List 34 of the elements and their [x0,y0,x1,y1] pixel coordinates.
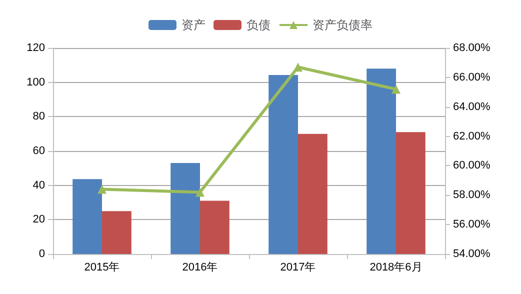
bar [366,68,396,254]
legend-label: 资产 [182,18,206,32]
x-tick-label: 2016年 [182,262,218,274]
y-tick-label: 40 [32,179,45,192]
y-tick-label: 20 [32,214,45,226]
y2-tick-label: 66.00% [453,71,491,84]
y2-tick-label: 60.00% [453,160,491,172]
y2-tick-label: 54.00% [453,248,491,260]
y2-tick-label: 58.00% [453,189,491,202]
x-tick-label: 2017年 [280,262,316,274]
point [294,62,302,72]
point [392,84,400,94]
point [196,188,204,197]
point [98,184,106,194]
y-tick-label: 80 [32,110,45,123]
bar [102,211,132,254]
y2-tick-label: 62.00% [453,130,491,142]
y-tick-label: 60 [32,145,45,157]
bar [72,179,102,254]
legend-label: 资产负债率 [312,18,372,32]
y-tick-label: 0 [38,248,45,260]
legend-label: 负债 [246,18,270,32]
x-tick-label: 2015年 [84,262,120,274]
x-tick-label: 2018年6月 [370,262,422,274]
bar [396,132,426,254]
y2-tick-label: 68.00% [453,42,491,54]
bar [170,163,200,254]
y-tick-label: 100 [26,76,45,88]
bar [298,134,328,254]
y-tick-label: 120 [26,42,45,54]
y2-tick-label: 56.00% [453,218,491,231]
bar [200,200,230,254]
bar [268,74,298,254]
y2-tick-label: 64.00% [453,100,491,113]
